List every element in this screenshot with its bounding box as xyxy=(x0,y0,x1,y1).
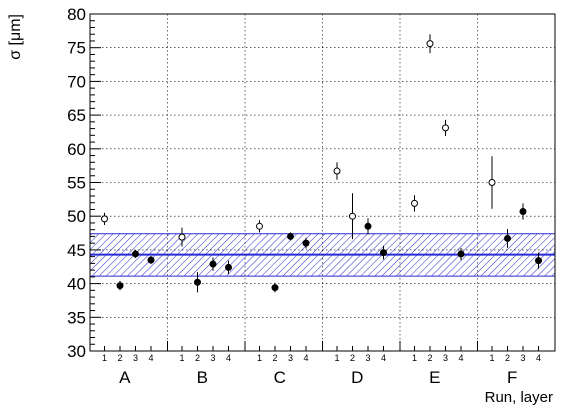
layer-tick-label: 1 xyxy=(179,353,184,363)
layer-tick-label: 4 xyxy=(226,353,231,363)
open-marker xyxy=(488,179,496,186)
filled-marker xyxy=(535,257,542,265)
layer-tick-label: 3 xyxy=(520,353,525,363)
y-tick-label: 75 xyxy=(67,39,86,58)
layer-tick-label: 1 xyxy=(489,353,494,363)
filled-marker xyxy=(271,284,279,292)
layer-tick-label: 1 xyxy=(102,353,107,363)
layer-tick-label: 2 xyxy=(427,353,432,363)
group-label: A xyxy=(119,368,131,387)
layer-tick-label: 3 xyxy=(133,353,138,363)
layer-tick-label: 1 xyxy=(412,353,417,363)
grid-layer xyxy=(90,14,555,351)
open-marker xyxy=(349,212,356,220)
filled-marker xyxy=(380,249,387,257)
open-marker xyxy=(256,222,263,230)
group-label: C xyxy=(274,368,286,387)
layer-tick-label: 2 xyxy=(195,353,200,363)
layer-tick-label: 3 xyxy=(365,353,370,363)
group-label: D xyxy=(351,368,363,387)
y-tick-label: 45 xyxy=(67,241,86,260)
y-tick-label: 70 xyxy=(67,72,86,91)
group-label: E xyxy=(429,368,440,387)
open-marker xyxy=(101,215,108,223)
filled-marker xyxy=(302,239,310,247)
open-marker xyxy=(426,40,434,48)
y-tick-label: 50 xyxy=(67,207,86,226)
filled-marker xyxy=(287,232,294,240)
layer-tick-label: 3 xyxy=(210,353,215,363)
layer-tick-label: 4 xyxy=(148,353,153,363)
group-label: F xyxy=(507,368,517,387)
layer-tick-label: 4 xyxy=(536,353,541,363)
layer-tick-label: 3 xyxy=(443,353,448,363)
layer-tick-label: 2 xyxy=(505,353,510,363)
y-axis-label: σ [μm] xyxy=(7,14,24,60)
layer-tick-label: 1 xyxy=(334,353,339,363)
y-tick-label: 80 xyxy=(67,5,86,24)
layer-tick-label: 2 xyxy=(117,353,122,363)
y-tick-label: 65 xyxy=(67,106,86,125)
layer-tick-label: 4 xyxy=(458,353,463,363)
filled-marker xyxy=(194,278,201,286)
y-tick-label: 35 xyxy=(67,308,86,327)
y-tick-label: 55 xyxy=(67,174,86,193)
open-marker xyxy=(333,167,341,175)
x-axis-label: Run, layer xyxy=(485,389,553,406)
open-marker xyxy=(411,199,418,207)
filled-marker xyxy=(132,250,139,258)
filled-marker xyxy=(116,282,124,290)
filled-marker xyxy=(519,207,527,215)
layer-tick-label: 4 xyxy=(381,353,386,363)
filled-marker xyxy=(209,260,217,268)
points-layer xyxy=(101,34,542,293)
open-marker xyxy=(178,233,186,241)
y-tick-label: 40 xyxy=(67,275,86,294)
layer-tick-label: 3 xyxy=(288,353,293,363)
filled-marker xyxy=(147,256,155,264)
open-marker xyxy=(442,124,449,132)
layer-tick-label: 2 xyxy=(350,353,355,363)
filled-marker xyxy=(457,250,465,258)
y-tick-label: 60 xyxy=(67,140,86,159)
filled-marker xyxy=(504,234,511,242)
group-label: B xyxy=(197,368,208,387)
y-tick-label: 30 xyxy=(67,342,86,361)
layer-tick-label: 2 xyxy=(272,353,277,363)
layer-tick-label: 1 xyxy=(257,353,262,363)
filled-marker xyxy=(364,222,372,230)
filled-marker xyxy=(225,263,232,271)
layer-tick-label: 4 xyxy=(303,353,308,363)
